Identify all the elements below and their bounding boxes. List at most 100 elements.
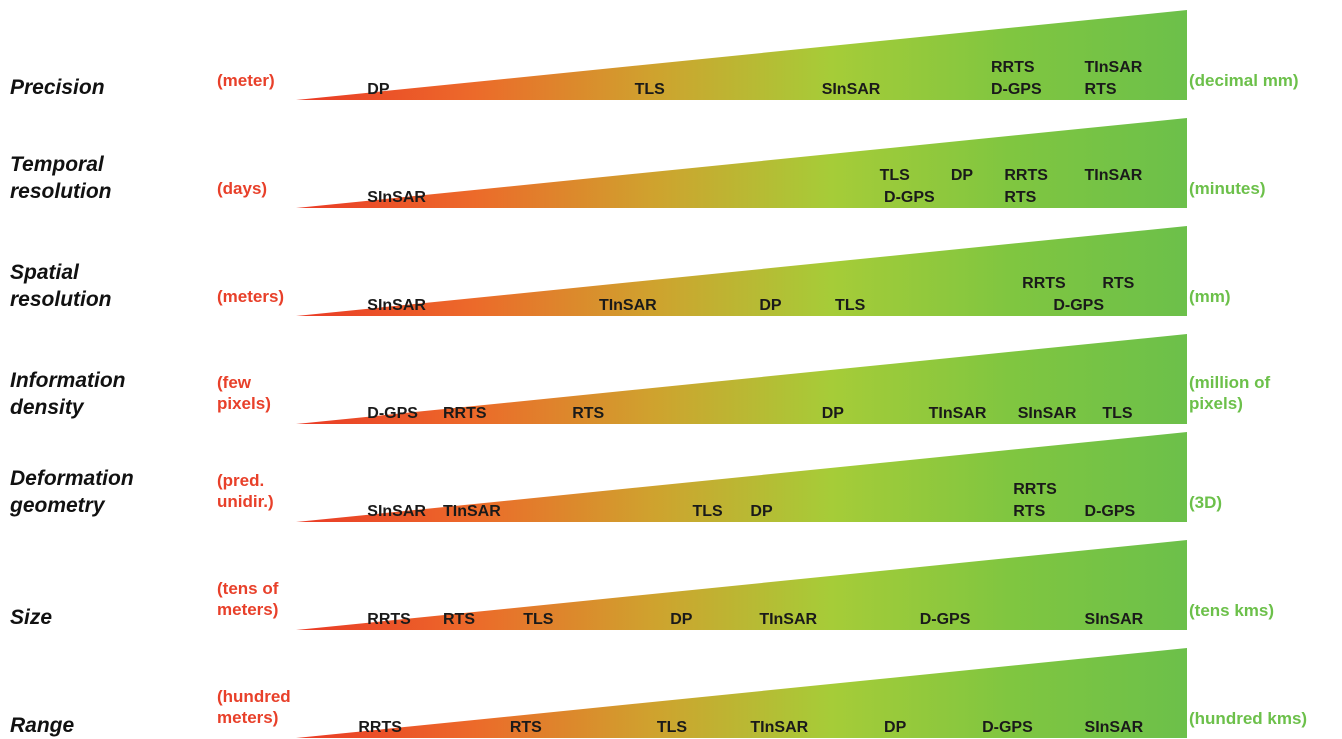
technique-label: SInSAR — [1084, 719, 1144, 736]
technique-label: DP — [750, 503, 773, 520]
wedge-shape — [296, 10, 1187, 100]
category-label: Precision — [10, 74, 105, 101]
technique-label: TLS — [1102, 405, 1133, 422]
low-end-label-line: meters) — [217, 600, 279, 619]
low-end-label: (pred. unidir.) — [217, 470, 274, 512]
category-label-line: Precision — [10, 76, 105, 99]
category-label-line: Range — [10, 714, 75, 737]
low-end-label-line: (pred. — [217, 471, 265, 490]
technique-label: RRTS — [1004, 167, 1048, 184]
technique-label: D-GPS — [919, 611, 971, 628]
gradient-wedge — [296, 118, 1187, 208]
high-end-label-line: (hundred kms) — [1189, 709, 1308, 728]
high-end-label-line: pixels) — [1189, 394, 1243, 413]
technique-label: TLS — [634, 81, 665, 98]
gradient-wedge — [296, 432, 1187, 522]
wedge-shape — [296, 226, 1187, 316]
technique-label: SInSAR — [1017, 405, 1077, 422]
technique-label: TInSAR — [1084, 59, 1143, 76]
category-label-line: Deformation — [10, 467, 134, 490]
technique-label: TLS — [656, 719, 688, 736]
high-end-label: (million of pixels) — [1189, 372, 1270, 414]
technique-label: TInSAR — [750, 719, 809, 736]
high-end-label-line: (million of — [1189, 373, 1271, 392]
high-end-label-line: (decimal mm) — [1189, 71, 1299, 90]
high-end-label: (3D) — [1189, 492, 1222, 513]
low-end-label: (tens of meters) — [217, 578, 278, 620]
technique-label: TInSAR — [443, 503, 501, 520]
gradient-wedge — [296, 10, 1187, 100]
category-label-line: density — [10, 396, 84, 419]
technique-label: D-GPS — [982, 719, 1033, 736]
technique-label: RRTS — [367, 611, 411, 628]
category-label-line: resolution — [10, 288, 112, 311]
technique-label: RRTS — [443, 405, 487, 422]
technique-label: SInSAR — [367, 503, 426, 520]
technique-label: TLS — [835, 297, 866, 314]
gradient-wedge — [296, 334, 1187, 424]
category-label: Size — [10, 604, 52, 631]
high-end-label: (minutes) — [1189, 178, 1266, 199]
gradient-wedge — [296, 540, 1187, 630]
technique-label: RRTS — [358, 719, 402, 736]
wedge-shape — [296, 334, 1187, 424]
technique-label: RTS — [509, 719, 542, 736]
technique-label: DP — [670, 611, 693, 628]
technique-label: TInSAR — [1084, 167, 1143, 184]
technique-label: DP — [884, 719, 907, 736]
high-end-label-line: (3D) — [1189, 493, 1223, 512]
technique-label: D-GPS — [1053, 297, 1105, 314]
technique-label: TInSAR — [598, 297, 657, 314]
category-label: Spatial resolution — [10, 259, 112, 313]
category-label-line: Information — [10, 369, 126, 392]
technique-label: TInSAR — [928, 405, 987, 422]
low-end-label-line: (tens of — [217, 579, 279, 598]
technique-label: RTS — [572, 405, 605, 422]
high-end-label: (decimal mm) — [1189, 70, 1299, 91]
technique-label: RTS — [443, 611, 475, 628]
low-end-label-line: meters) — [217, 708, 279, 727]
category-label: Deformation geometry — [10, 465, 134, 519]
gradient-wedge — [296, 648, 1187, 738]
technique-label: SInSAR — [367, 189, 426, 206]
technique-label: DP — [821, 405, 844, 422]
technique-label: TInSAR — [759, 611, 818, 628]
technique-label: RRTS — [1013, 481, 1057, 498]
technique-label: RTS — [1084, 81, 1117, 98]
category-label: Information density — [10, 367, 126, 421]
category-label: Temporal resolution — [10, 151, 112, 205]
category-label-line: Size — [10, 606, 53, 629]
technique-label: TLS — [523, 611, 554, 628]
technique-label: RTS — [1102, 275, 1135, 292]
category-label: Range — [10, 712, 74, 739]
category-label-line: geometry — [10, 494, 105, 517]
technique-label: DP — [759, 297, 782, 314]
technique-label: TLS — [692, 503, 723, 520]
high-end-label: (tens kms) — [1189, 600, 1274, 621]
technique-label: D-GPS — [367, 405, 418, 422]
wedge-shape — [296, 118, 1187, 208]
low-end-label: (few pixels) — [217, 372, 271, 414]
technique-label: DP — [367, 81, 390, 98]
technique-label: TLS — [879, 167, 910, 184]
technique-label: DP — [950, 167, 974, 184]
low-end-label-line: unidir.) — [217, 492, 274, 511]
technique-label: SInSAR — [367, 297, 426, 314]
high-end-label-line: (minutes) — [1189, 179, 1266, 198]
technique-label: SInSAR — [821, 81, 881, 98]
low-end-label-line: (few — [217, 373, 251, 392]
low-end-label-line: pixels) — [217, 394, 271, 413]
low-end-label-line: (days) — [217, 179, 268, 198]
low-end-label-line: (meters) — [217, 287, 285, 306]
high-end-label: (mm) — [1189, 286, 1231, 307]
low-end-label-line: (meter) — [217, 71, 275, 90]
category-label-line: Spatial — [10, 261, 79, 284]
category-label-line: Temporal — [10, 153, 104, 176]
wedge-shape — [296, 648, 1187, 738]
technique-label: SInSAR — [1084, 611, 1144, 628]
gradient-wedge — [296, 226, 1187, 316]
technique-label: RRTS — [990, 59, 1035, 76]
high-end-label-line: (tens kms) — [1189, 601, 1275, 620]
wedge-shape — [296, 432, 1187, 522]
